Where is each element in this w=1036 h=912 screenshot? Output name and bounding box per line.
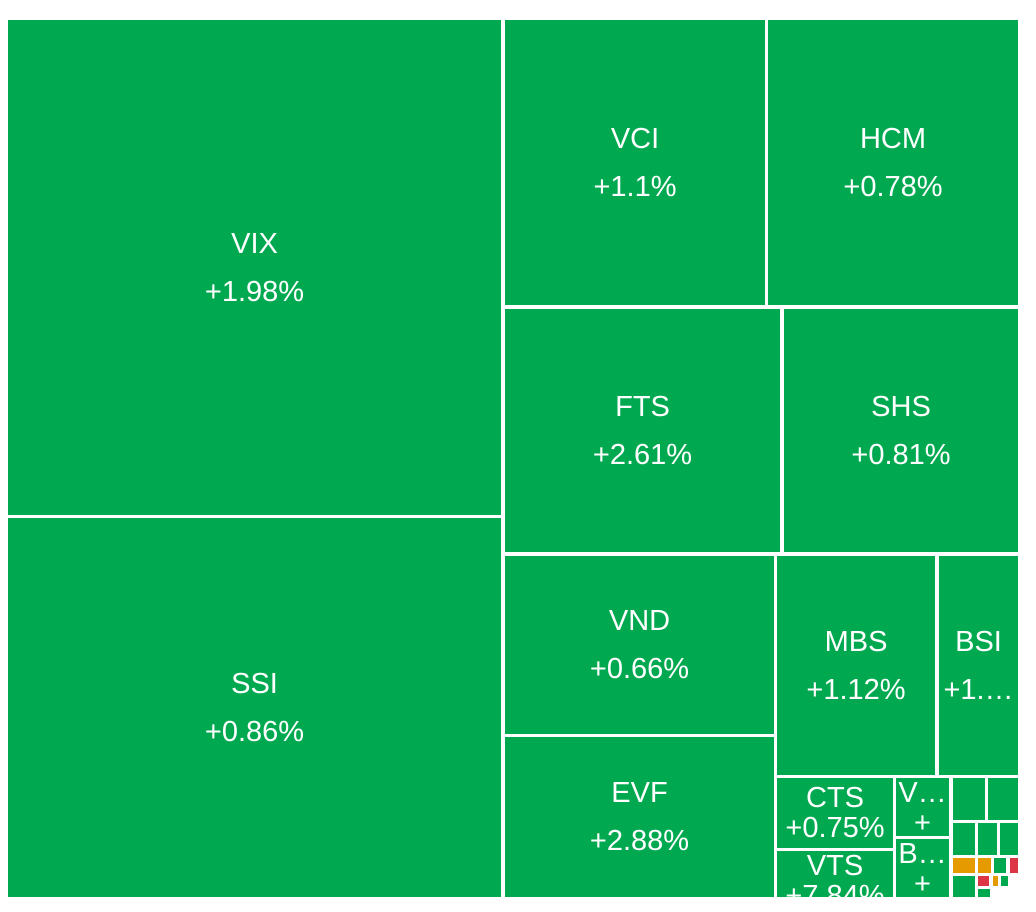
tile-label: VIX bbox=[231, 227, 278, 260]
tile-value: +7.84% bbox=[785, 880, 885, 912]
treemap-tile[interactable] bbox=[978, 823, 997, 855]
treemap-tile-fts[interactable]: FTS +2.61% bbox=[505, 309, 780, 552]
tile-label: VND bbox=[608, 605, 671, 637]
tile-value: +0.78% bbox=[843, 170, 943, 203]
tile-value: +2.61% bbox=[592, 438, 693, 471]
tile-label: MBS bbox=[824, 625, 888, 658]
treemap-tile-vnd[interactable]: VND +0.66% bbox=[505, 556, 774, 734]
treemap-tile-hcm[interactable]: HCM +0.78% bbox=[768, 20, 1018, 305]
treemap-tile[interactable] bbox=[988, 778, 1018, 820]
tile-label: HCM bbox=[859, 122, 927, 155]
tile-value: +1.12% bbox=[806, 673, 906, 706]
tile-label: B… bbox=[898, 838, 947, 870]
treemap-tile-bsi[interactable]: BSI +1.… bbox=[939, 556, 1018, 775]
treemap-tile[interactable] bbox=[953, 858, 975, 873]
tile-value: +0.81% bbox=[851, 438, 951, 471]
tile-value: +0.75% bbox=[785, 812, 885, 844]
treemap-tile-v[interactable]: V… + bbox=[896, 777, 949, 839]
treemap-chart: VIX +1.98% SSI +0.86% VCI +1.1% HCM +0.78% FTS +2… bbox=[8, 20, 1018, 911]
tile-label: FTS bbox=[615, 390, 670, 423]
tile-value: + bbox=[914, 807, 931, 839]
treemap-tile-cts[interactable]: CTS +0.75% bbox=[777, 778, 893, 848]
treemap-tile-vts[interactable]: VTS +7.84% bbox=[777, 850, 893, 911]
tile-value: +1.98% bbox=[204, 275, 305, 308]
tile-label: EVF bbox=[611, 777, 668, 809]
treemap-tile[interactable] bbox=[953, 876, 975, 897]
treemap-tile-shs[interactable]: SHS +0.81% bbox=[784, 309, 1018, 552]
tile-value: + bbox=[914, 868, 931, 900]
treemap-tile-b[interactable]: B… + bbox=[896, 838, 949, 900]
tile-value: +0.66% bbox=[589, 653, 690, 685]
tile-label: BSI bbox=[955, 625, 1002, 658]
treemap-tile[interactable] bbox=[1010, 858, 1018, 873]
treemap-tile-mbs[interactable]: MBS +1.12% bbox=[777, 556, 935, 775]
treemap-tile-ssi[interactable]: SSI +0.86% bbox=[8, 518, 501, 897]
treemap-tile[interactable] bbox=[994, 858, 1006, 873]
tile-value: +2.88% bbox=[589, 825, 690, 857]
treemap-tile[interactable] bbox=[1000, 823, 1018, 855]
tile-value: +0.86% bbox=[204, 715, 305, 748]
treemap-tile-evf[interactable]: EVF +2.88% bbox=[505, 737, 774, 897]
tile-label: SHS bbox=[871, 390, 931, 423]
tile-label: VTS bbox=[806, 850, 864, 882]
tile-label: SSI bbox=[231, 667, 278, 700]
treemap-tile[interactable] bbox=[953, 778, 985, 820]
treemap-tile[interactable] bbox=[978, 889, 990, 897]
tile-label: CTS bbox=[806, 782, 864, 814]
tile-value: +1.1% bbox=[593, 170, 677, 203]
treemap-tile[interactable] bbox=[978, 858, 991, 873]
treemap-tile-vci[interactable]: VCI +1.1% bbox=[505, 20, 765, 305]
tile-label: V… bbox=[898, 777, 947, 809]
treemap-tile[interactable] bbox=[1001, 876, 1008, 886]
treemap-tile-vix[interactable]: VIX +1.98% bbox=[8, 20, 501, 515]
tile-value: +1.… bbox=[943, 673, 1014, 706]
tile-label: VCI bbox=[610, 122, 660, 155]
treemap-tile[interactable] bbox=[953, 823, 975, 855]
treemap-tile[interactable] bbox=[978, 876, 989, 886]
treemap-tile[interactable] bbox=[993, 876, 998, 886]
